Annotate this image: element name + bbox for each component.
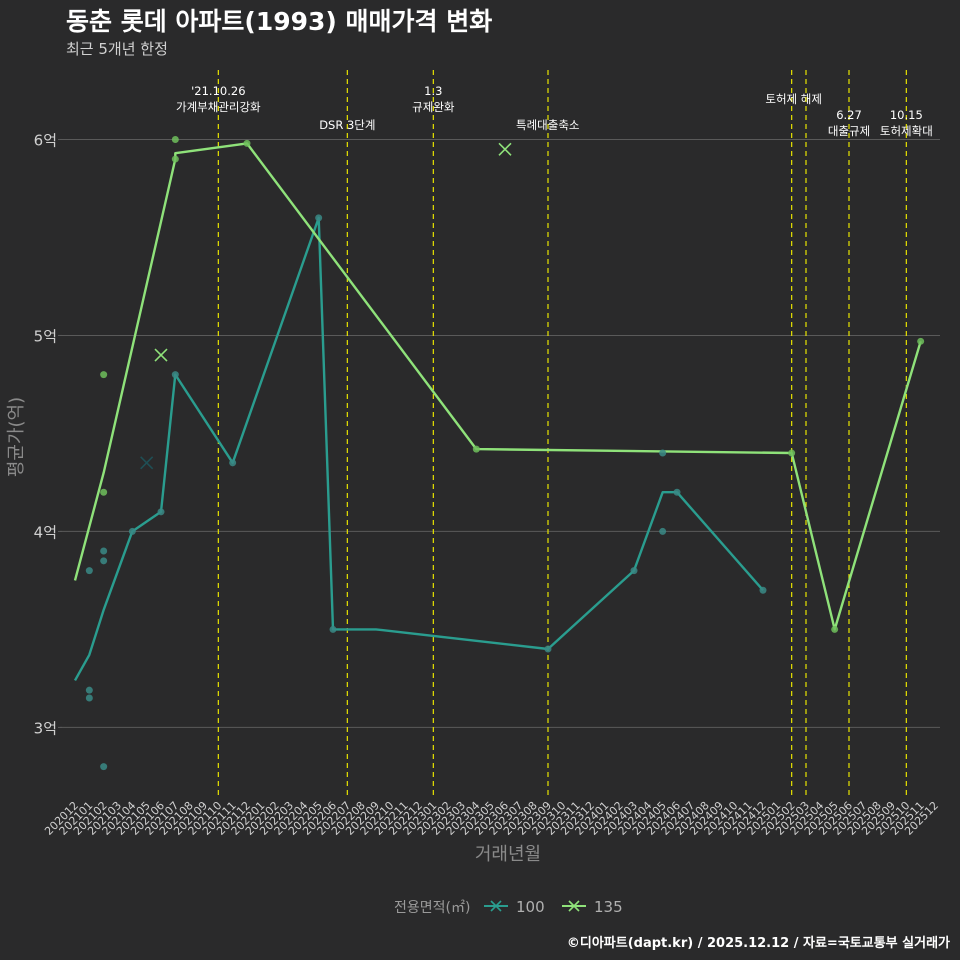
event-label: 10.15 xyxy=(890,108,923,122)
data-point-100 xyxy=(85,686,93,694)
series-lines xyxy=(73,142,922,681)
x-axis: 2020122021012021022021032021042021052021… xyxy=(42,799,941,838)
event-label: '21.10.26 xyxy=(191,84,245,98)
source-caption: ©디아파트(dapt.kr) / 2025.12.12 / 자료=국토교통부 실… xyxy=(566,936,950,951)
event-label: 6.27 xyxy=(836,108,862,122)
data-point-135 xyxy=(100,371,108,379)
data-point-100 xyxy=(100,763,108,771)
data-point-135 xyxy=(243,139,251,147)
data-point-100 xyxy=(171,371,179,379)
y-tick-label: 6억 xyxy=(34,131,57,149)
data-point-100 xyxy=(630,567,638,575)
y-axis: 3억 4억 5억 6억 xyxy=(34,131,62,737)
data-point-100 xyxy=(229,459,237,467)
data-point-135 xyxy=(788,449,796,457)
data-point-135 xyxy=(472,445,480,453)
x-mark-stroke xyxy=(498,142,512,156)
series-line-100 xyxy=(73,216,764,681)
x-mark-135 xyxy=(498,142,512,156)
data-point-100 xyxy=(329,625,337,633)
data-point-100 xyxy=(85,694,93,702)
event-label: 토허제확대 xyxy=(880,124,933,138)
y-tick-label: 4억 xyxy=(34,523,57,541)
event-label: 1.3 xyxy=(424,84,442,98)
event-label: 가계부채관리강화 xyxy=(176,100,261,114)
event-label: DSR 3단계 xyxy=(319,118,375,132)
legend-swatch-x xyxy=(490,900,502,912)
data-point-100 xyxy=(100,557,108,565)
data-point-135 xyxy=(917,337,925,345)
chart-title: 동춘 롯데 아파트(1993) 매매가격 변화 xyxy=(66,7,493,36)
x-axis-title: 거래년월 xyxy=(475,844,541,865)
legend-label-135: 135 xyxy=(594,898,623,916)
data-point-100 xyxy=(157,508,165,516)
data-point-135 xyxy=(100,488,108,496)
event-label: 토허제 해제 xyxy=(765,92,822,106)
grid-lines xyxy=(60,138,940,728)
series-line-135 xyxy=(73,142,922,631)
data-point-100 xyxy=(315,214,323,222)
event-label: 특례대출축소 xyxy=(516,118,579,132)
x-mark-stroke xyxy=(154,348,168,362)
legend-title: 전용면적(㎡) xyxy=(394,900,470,916)
series-points xyxy=(85,135,925,771)
legend-label-100: 100 xyxy=(516,898,545,916)
y-axis-title: 평균가(억) xyxy=(6,397,27,477)
data-point-100 xyxy=(673,488,681,496)
data-point-100 xyxy=(544,645,552,653)
data-point-135 xyxy=(831,625,839,633)
legend: 전용면적(㎡) 100 135 xyxy=(394,898,623,916)
data-point-100 xyxy=(85,567,93,575)
x-mark-135 xyxy=(154,348,168,362)
event-label: 대출규제 xyxy=(828,124,870,138)
data-point-100 xyxy=(659,449,667,457)
x-mark-stroke xyxy=(140,456,154,470)
y-tick-label: 3억 xyxy=(34,719,57,737)
y-tick-label: 5억 xyxy=(34,327,57,345)
data-point-135 xyxy=(171,155,179,163)
data-point-100 xyxy=(659,527,667,535)
chart-subtitle: 최근 5개년 한정 xyxy=(66,40,168,58)
legend-swatch-x xyxy=(568,900,580,912)
data-point-100 xyxy=(100,547,108,555)
data-point-100 xyxy=(128,527,136,535)
event-label: 규제완화 xyxy=(412,100,455,114)
data-point-100 xyxy=(759,586,767,594)
data-point-135 xyxy=(171,135,179,143)
x-mark-100 xyxy=(140,456,154,470)
